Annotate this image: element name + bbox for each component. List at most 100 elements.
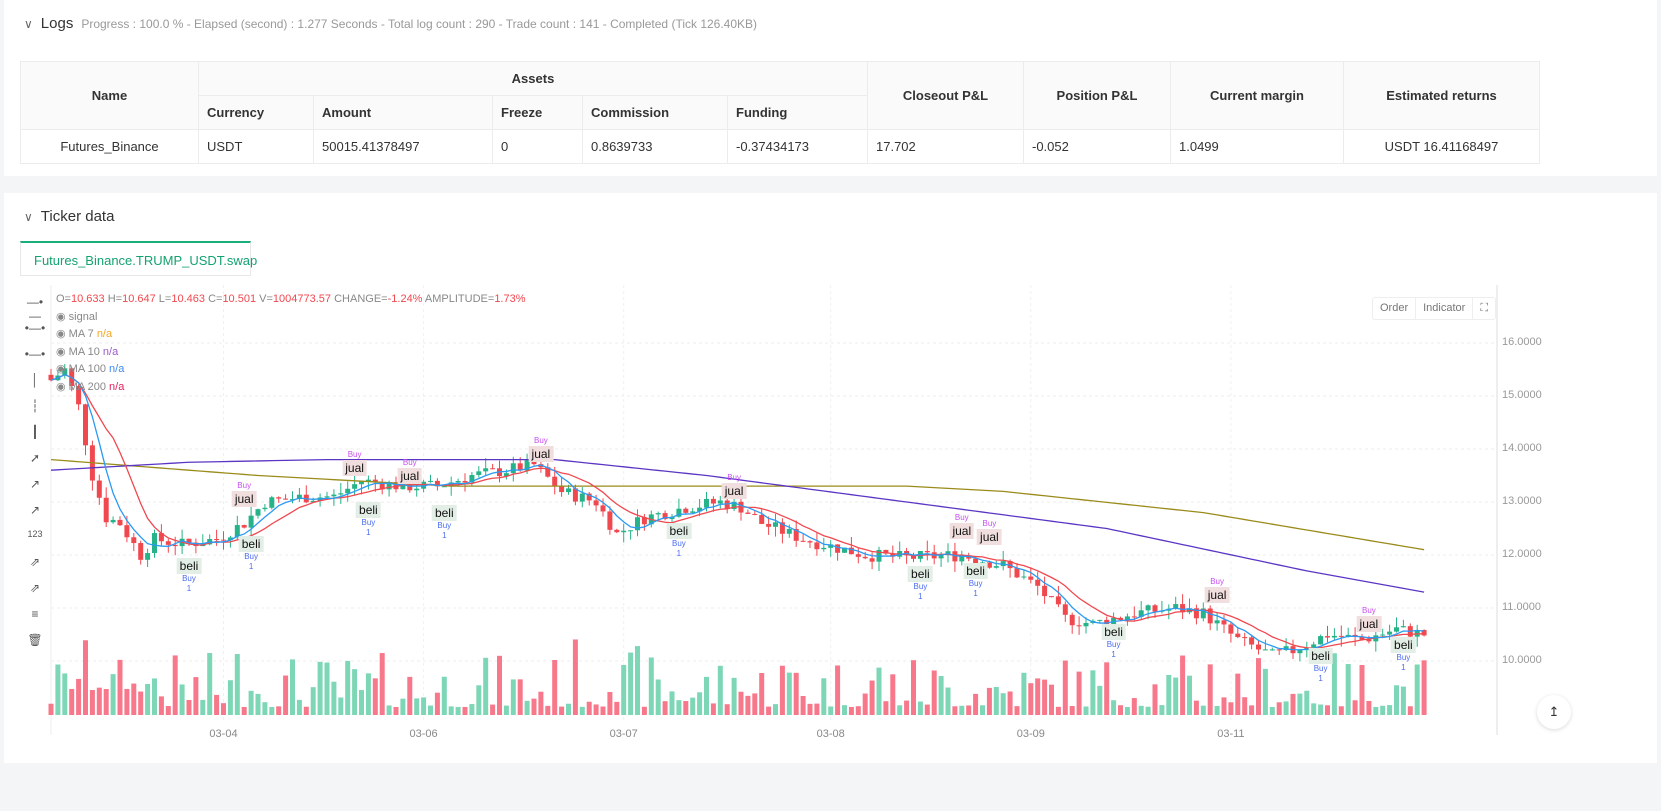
candle-body xyxy=(1124,616,1130,620)
scroll-to-top-button[interactable]: ↥ xyxy=(1537,695,1571,729)
volume-bar xyxy=(786,672,792,715)
jual-signal-label[interactable]: Buy jual xyxy=(231,481,257,508)
volume-bar xyxy=(283,675,289,715)
beli-signal-label[interactable]: beli Buy 1 xyxy=(431,504,457,541)
beli-signal-label[interactable]: beli Buy 1 xyxy=(356,501,381,538)
indicator-button[interactable]: Indicator xyxy=(1416,298,1474,319)
candle-body xyxy=(1069,614,1075,626)
beli-signal-label[interactable]: beli Buy 1 xyxy=(1101,623,1126,660)
vertical-ray-tool-icon[interactable]: ┆ xyxy=(31,399,39,413)
volume-bar xyxy=(607,691,613,715)
candle-body xyxy=(234,525,240,538)
volume-bar xyxy=(421,697,427,715)
jual-signal-label[interactable]: Buy jual xyxy=(721,473,747,500)
fib-channel-tool-icon[interactable]: ⇗ xyxy=(29,581,41,595)
volume-bar xyxy=(172,655,178,715)
candle-body xyxy=(842,547,847,553)
candle-body xyxy=(324,496,330,498)
jual-signal-label[interactable]: Buy jual xyxy=(397,458,423,484)
candle-body xyxy=(345,488,351,494)
volume-bar xyxy=(1276,702,1282,715)
eye-icon[interactable]: ◉ xyxy=(56,363,66,375)
volume-bar xyxy=(869,680,875,715)
cell-returns: USDT 16.41168497 xyxy=(1343,129,1540,164)
candle-body xyxy=(655,513,661,515)
eye-icon[interactable]: ◉ xyxy=(56,380,66,393)
beli-signal-label[interactable]: beli Buy 1 xyxy=(908,565,933,602)
volume-bar xyxy=(186,699,192,715)
price-label-tool-icon[interactable]: 123 xyxy=(27,529,43,539)
candle-body xyxy=(986,562,992,568)
indicator-ma-10[interactable]: ◉ MA 10 n/a xyxy=(56,345,119,358)
chevron-down-icon[interactable]: ∨ xyxy=(24,210,33,224)
volume-bar xyxy=(331,681,337,715)
volume-bar xyxy=(1242,697,1248,715)
beli-signal-label[interactable]: beli Buy 1 xyxy=(1391,637,1416,673)
beli-signal-label[interactable]: beli Buy 1 xyxy=(1308,647,1333,684)
jual-signal-label[interactable]: Buy jual xyxy=(342,450,367,476)
order-button[interactable]: Order xyxy=(1373,298,1417,319)
volume-bar xyxy=(1076,671,1082,715)
trend-line-tool-icon[interactable]: ➚ xyxy=(29,451,41,465)
indicator-signal[interactable]: ◉ signal xyxy=(56,310,98,323)
horizontal-ray-tool-icon[interactable]: •—• xyxy=(24,321,46,335)
eye-icon[interactable]: ◉ xyxy=(56,310,66,323)
indicator-ma-7[interactable]: ◉ MA 7 n/a xyxy=(56,328,113,340)
candle-body xyxy=(214,539,220,541)
parallel-channel-tool-icon[interactable]: ⇗ xyxy=(29,555,41,569)
volume-bar xyxy=(1187,675,1192,715)
volume-bar xyxy=(48,703,54,715)
eye-icon[interactable]: ◉ xyxy=(56,328,66,340)
volume-bar xyxy=(276,706,282,715)
candle-body xyxy=(1318,636,1324,645)
volume-bar xyxy=(1394,685,1399,715)
candle-body xyxy=(552,476,558,487)
beli-signal-label[interactable]: beli Buy 1 xyxy=(238,536,264,572)
price-tick-label: 12.0000 xyxy=(1502,548,1542,560)
jual-signal-label[interactable]: Buy jual xyxy=(1356,606,1382,632)
volume-bar xyxy=(428,705,433,715)
segment-tool-icon[interactable]: ↗ xyxy=(29,503,41,517)
candle-body xyxy=(607,511,613,530)
indicator-ma-200[interactable]: ◉ MA 200 n/a xyxy=(56,380,125,393)
volume-bar xyxy=(779,665,785,715)
fullscreen-icon[interactable]: ⛶ xyxy=(1480,302,1489,314)
volume-bar xyxy=(1331,653,1337,715)
vertical-segment-tool-icon[interactable]: ┃ xyxy=(31,425,39,439)
price-tick-label: 10.0000 xyxy=(1502,654,1542,666)
fib-retracement-tool-icon[interactable]: ≡ xyxy=(31,607,39,621)
candle-body xyxy=(310,500,316,503)
eye-icon[interactable]: ◉ xyxy=(56,345,66,358)
jual-signal-label[interactable]: Buy jual xyxy=(949,513,975,540)
beli-signal-label[interactable]: beli Buy 1 xyxy=(666,523,692,559)
volume-bar xyxy=(600,706,606,715)
candle-body xyxy=(683,508,689,513)
trash-icon[interactable]: 🗑 xyxy=(27,633,43,647)
tab-trump-usdt-swap[interactable]: Futures_Binance.TRUMP_USDT.swap xyxy=(20,241,257,276)
candle-body xyxy=(1118,617,1123,620)
candlestick-chart[interactable]: —•— •—• •—• │ ┆ ┃ ➚ ↗ ↗ 123 ⇗ ⇗ ≡ 🗑 O=10… xyxy=(20,285,1571,755)
candle-body xyxy=(1262,649,1268,651)
ray-line-tool-icon[interactable]: ↗ xyxy=(29,477,41,491)
chart-canvas[interactable] xyxy=(20,285,1560,755)
beli-signal-label[interactable]: beli Buy 1 xyxy=(176,557,202,594)
chevron-down-icon[interactable]: ∨ xyxy=(24,17,33,31)
candle-body xyxy=(717,500,723,504)
jual-signal-label[interactable]: Buy jual xyxy=(528,436,554,463)
indicator-ma-100[interactable]: ◉ MA 100 n/a xyxy=(56,363,125,375)
horizontal-line-tool-icon[interactable]: —•— xyxy=(26,295,44,323)
volume-bar xyxy=(386,705,392,715)
jual-signal-label[interactable]: Buy jual xyxy=(977,519,1002,545)
jual-signal-label[interactable]: Buy jual xyxy=(1204,577,1230,603)
vertical-line-tool-icon[interactable]: │ xyxy=(31,373,39,387)
ticker-header[interactable]: ∨ Ticker data xyxy=(24,208,114,225)
logs-header[interactable]: ∨ Logs Progress : 100.0 % - Elapsed (sec… xyxy=(24,15,757,32)
candle-body xyxy=(745,512,751,514)
volume-bar xyxy=(1007,691,1013,715)
volume-bar xyxy=(455,706,461,715)
volume-bar xyxy=(911,660,916,715)
candle-body xyxy=(938,555,944,559)
beli-signal-label[interactable]: beli Buy 1 xyxy=(963,562,988,599)
volume-bar xyxy=(1021,672,1027,715)
horizontal-segment-tool-icon[interactable]: •—• xyxy=(24,347,46,361)
